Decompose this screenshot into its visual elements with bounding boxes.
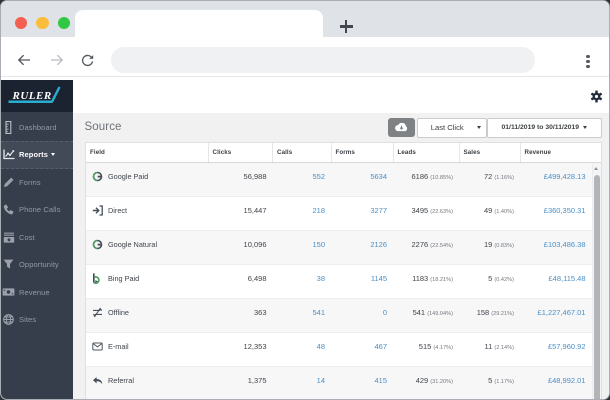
svg-text:RULER: RULER — [12, 90, 52, 102]
